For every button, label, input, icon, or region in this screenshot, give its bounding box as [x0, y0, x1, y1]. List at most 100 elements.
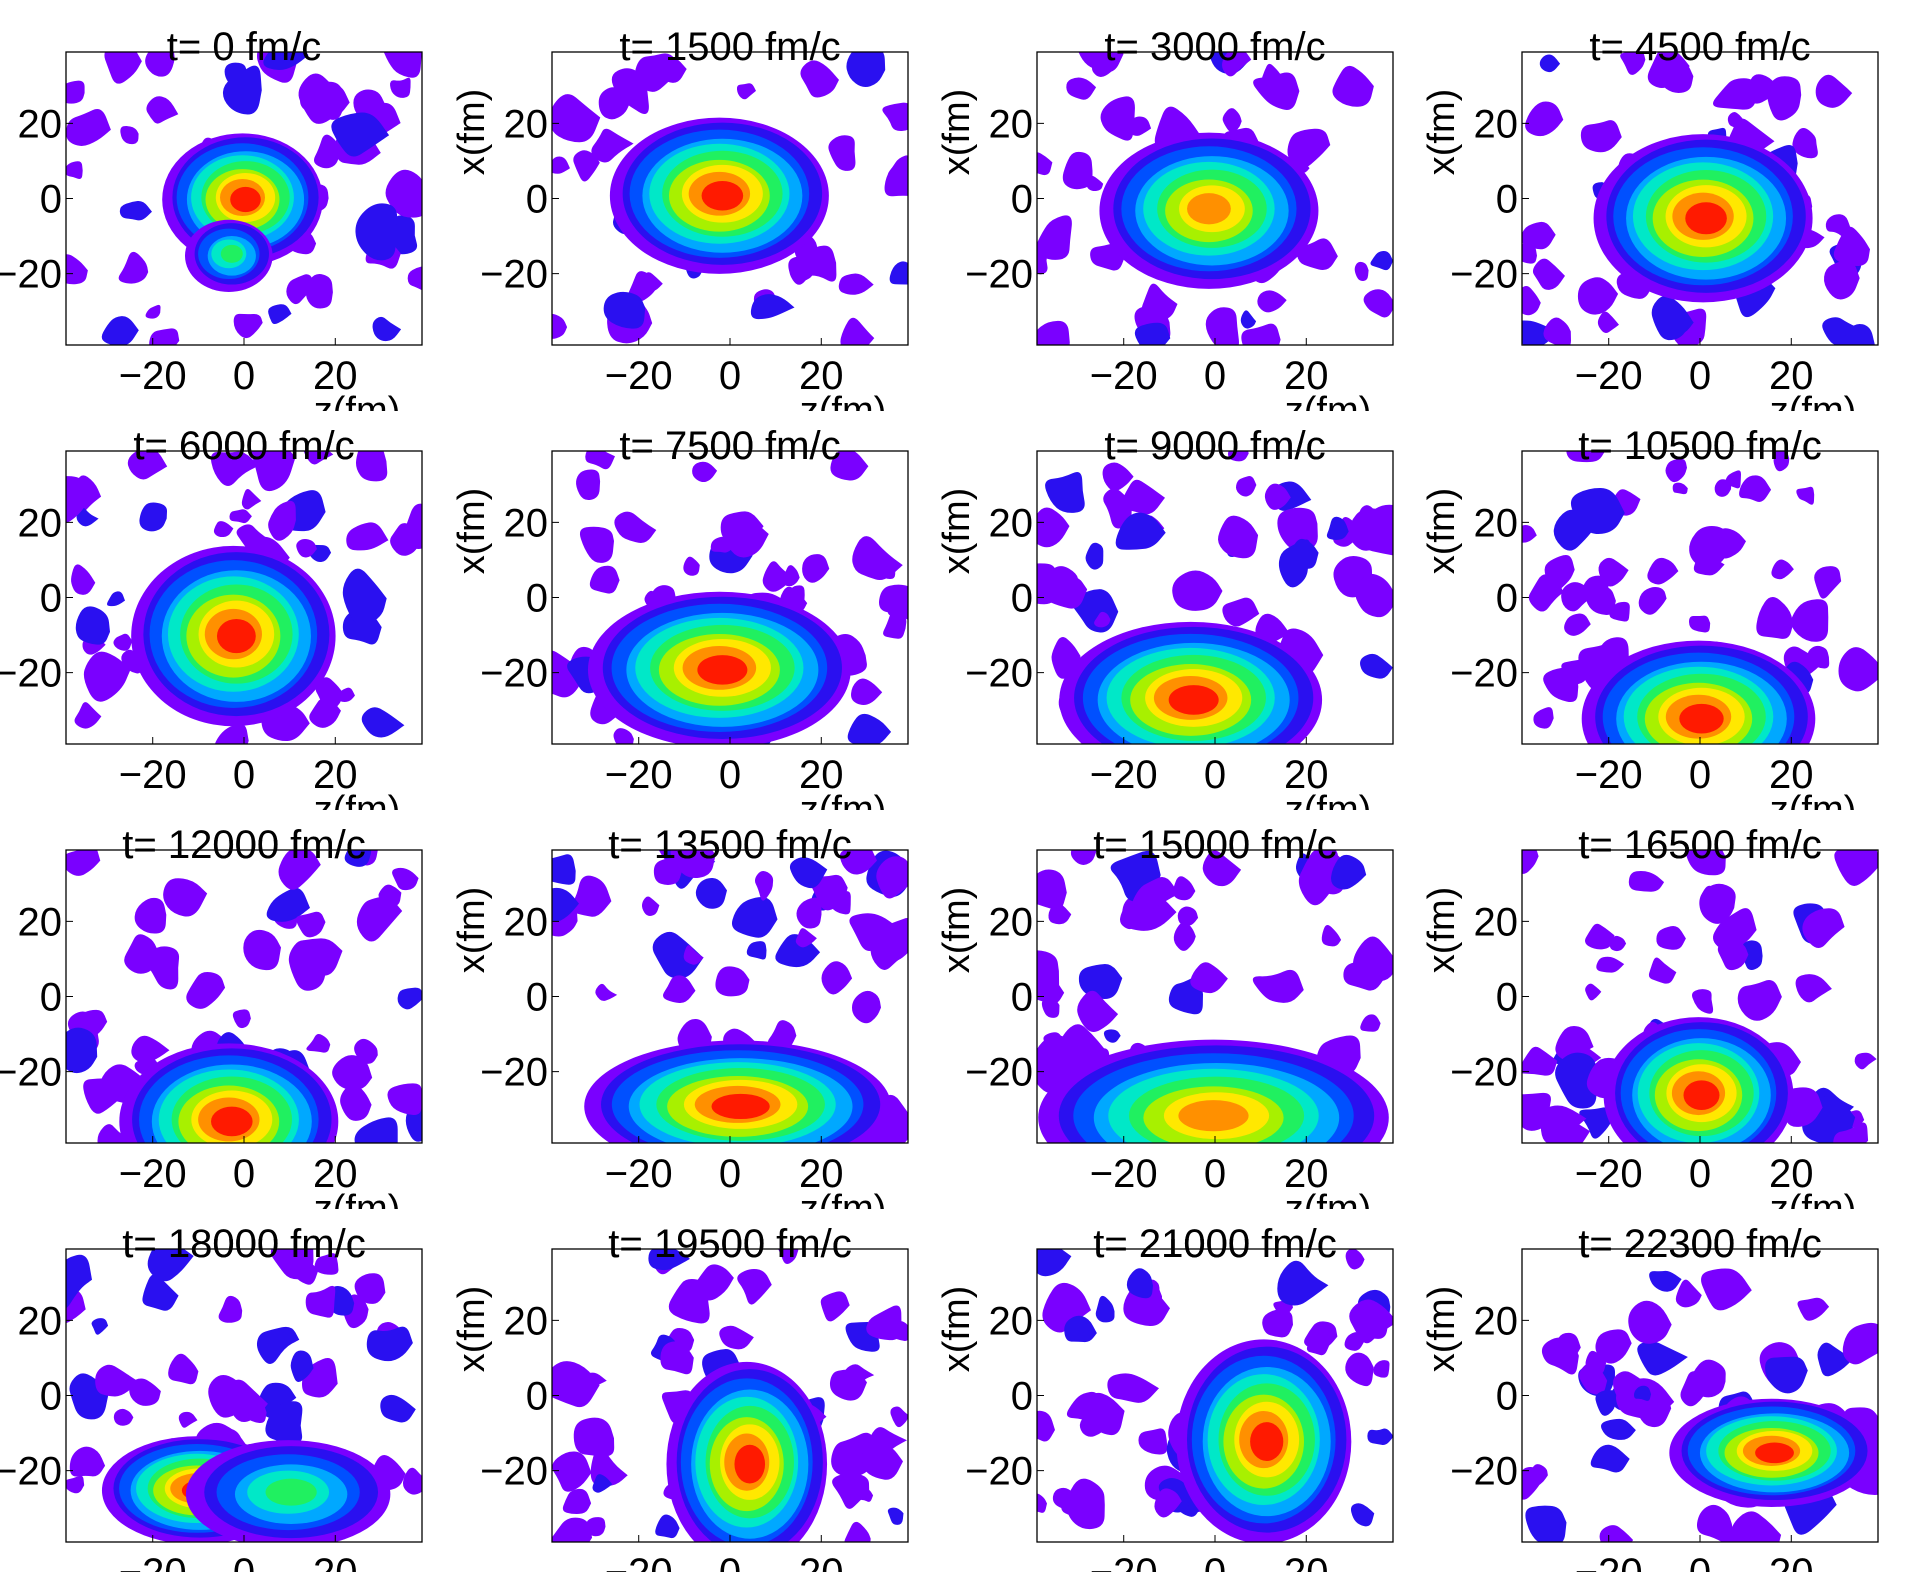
fluctuation-blob [232, 1009, 251, 1029]
panel-title-overlay: t= 13500 fm/c [608, 823, 851, 867]
x-tick-label: 0 [233, 354, 255, 398]
y-tick-label: −20 [1450, 1450, 1518, 1494]
fluctuation-blob [641, 896, 660, 916]
fluctuation-blob [1633, 1385, 1651, 1401]
fluctuation-blob [1525, 101, 1564, 137]
fluctuation-blob [241, 489, 262, 510]
fluctuation-blob [683, 945, 704, 965]
fluctuation-blob [1609, 935, 1627, 952]
fluctuation-blob [663, 975, 696, 1004]
fluctuation-blob [710, 536, 736, 553]
fluctuation-blob [795, 928, 817, 948]
fluctuation-blob [1048, 566, 1080, 606]
fluctuation-blob [1838, 647, 1878, 692]
panel-16: −20 0 20 20 0 −20 t= 22300 fm/c x(fm) [1421, 1222, 1879, 1572]
fluctuation-blob [74, 702, 102, 729]
fluctuation-blob [139, 502, 168, 532]
fluctuation-blob [1648, 957, 1677, 984]
fluctuation-blob [1045, 471, 1085, 513]
x-tick-label: 20 [1284, 354, 1329, 398]
fluctuation-blob [1791, 599, 1829, 642]
fluctuation-blob [736, 83, 756, 100]
density-map [1037, 850, 1393, 1143]
fluctuation-blob [1522, 1466, 1542, 1500]
fluctuation-blob [1100, 96, 1135, 141]
fluctuation-blob [1107, 1373, 1159, 1403]
fluctuation-blob [840, 317, 875, 345]
fluctuation-blob [213, 521, 234, 538]
fluctuation-blob [1367, 1428, 1393, 1446]
y-tick-label: 0 [526, 1375, 548, 1419]
fluctuation-blob [1241, 323, 1281, 345]
panel-title-overlay: t= 21000 fm/c [1093, 1222, 1336, 1266]
fluctuation-blob [1730, 1511, 1782, 1542]
fluctuation-blob [1714, 479, 1732, 497]
fluctuation-blob [66, 850, 101, 876]
fluctuation-blob [218, 1295, 243, 1323]
fluctuation-blob [1522, 1046, 1558, 1076]
fluctuation-blob [1834, 850, 1878, 886]
x-tick-label: −20 [1090, 753, 1158, 797]
fluctuation-blob [1332, 65, 1374, 107]
fluctuation-blob [1585, 586, 1616, 615]
fluctuation-blob [890, 1406, 908, 1428]
fluctuation-blob [1821, 1094, 1854, 1117]
fluctuation-blob [802, 554, 830, 583]
fluctuation-blob [838, 273, 874, 295]
fluctuation-blob [346, 522, 389, 551]
fluctuation-blob [1355, 573, 1393, 618]
fluctuation-blob [1134, 322, 1171, 345]
fluctuation-blob [104, 52, 142, 84]
fluctuation-blob [762, 561, 794, 592]
density-map [1522, 1249, 1878, 1542]
fluctuation-blob [1343, 961, 1387, 991]
fluctuation-blob [372, 316, 402, 342]
fluctuation-blob [91, 1318, 109, 1335]
fluctuation-blob [215, 723, 249, 744]
fluctuation-blob [314, 1253, 339, 1275]
density-map [1522, 850, 1878, 1143]
fluctuation-blob [786, 585, 805, 606]
fluctuation-blob [627, 271, 657, 302]
fluctuation-blob [66, 476, 93, 524]
fluctuation-blob [1349, 508, 1393, 551]
y-tick-label: 20 [1474, 900, 1519, 944]
fluctuation-blob [887, 1507, 904, 1525]
x-tick-label: 20 [1769, 1551, 1814, 1572]
fluctuation-blob [1132, 877, 1179, 912]
fluctuation-blob [861, 1446, 903, 1480]
x-tick-label: 0 [1689, 354, 1711, 398]
fluctuation-blob [1037, 1410, 1055, 1442]
y-tick-label: −20 [965, 253, 1033, 297]
fluctuation-blob [256, 1326, 300, 1364]
y-tick-label: −20 [1450, 652, 1518, 696]
fluctuation-blob [1264, 483, 1291, 510]
fluctuation-blob [715, 966, 750, 997]
fluctuation-blob [75, 606, 110, 645]
y-tick-label: 20 [504, 1299, 549, 1343]
fluctuation-blob [855, 1488, 874, 1502]
density-map [1522, 451, 1878, 744]
fluctuation-blob [1349, 1299, 1393, 1344]
fluctuation-blob [1628, 1300, 1672, 1344]
fluctuation-blob [1326, 516, 1349, 540]
fluctuation-blob [1579, 1363, 1608, 1395]
fluctuation-blob [355, 451, 388, 482]
fluctuation-blob [1689, 525, 1732, 569]
density-contour-level-10 [1250, 1422, 1284, 1461]
fluctuation-blob [695, 877, 727, 909]
y-tick-label: −20 [480, 1051, 548, 1095]
x-tick-label: 20 [1769, 1152, 1814, 1196]
density-contour-level-10 [216, 618, 256, 654]
fluctuation-blob [1823, 260, 1860, 300]
fluctuation-blob [1321, 925, 1342, 947]
fluctuation-blob [576, 469, 601, 501]
label-clip-mask [0, 810, 1916, 840]
label-clip-mask [0, 411, 1916, 441]
fluctuation-blob [1839, 323, 1875, 345]
fluctuation-blob [613, 728, 634, 744]
x-tick-label: 20 [313, 1152, 358, 1196]
fluctuation-blob [1370, 250, 1393, 271]
fluctuation-blob [578, 1372, 607, 1391]
fluctuation-blob [573, 150, 600, 182]
